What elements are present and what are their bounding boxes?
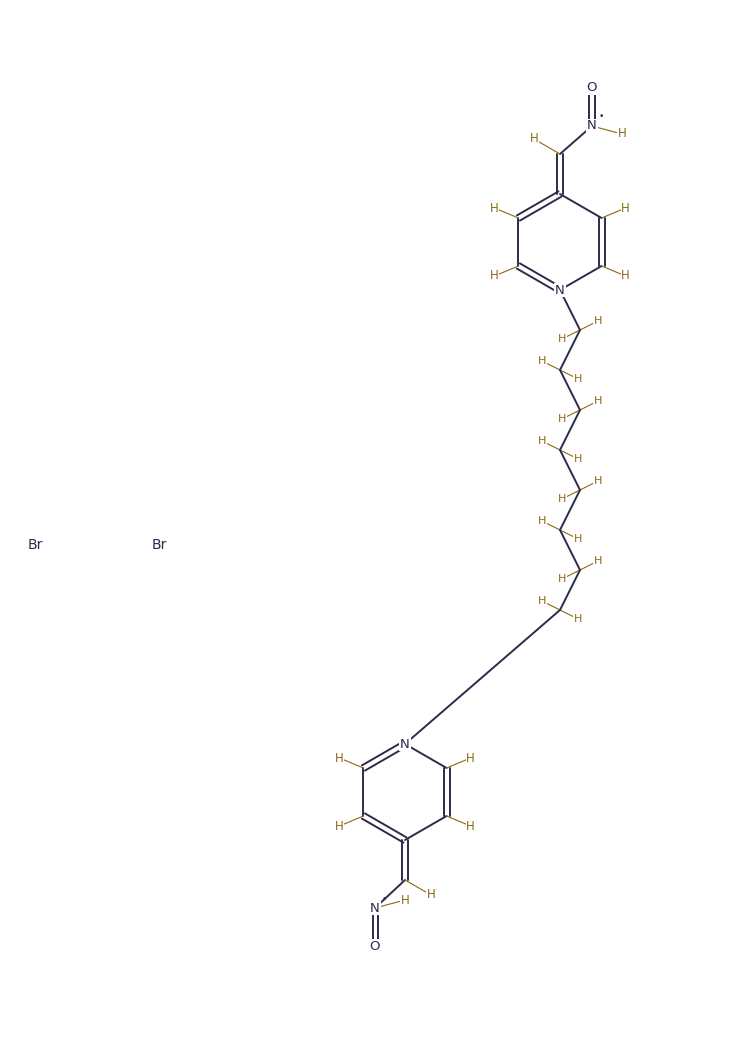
Text: H: H xyxy=(594,316,602,326)
Text: Br: Br xyxy=(28,538,43,552)
Text: H: H xyxy=(558,574,566,584)
Text: •: • xyxy=(381,894,387,904)
Text: H: H xyxy=(335,820,344,832)
Text: H: H xyxy=(594,556,602,566)
Text: Br: Br xyxy=(152,538,168,552)
Text: H: H xyxy=(594,476,602,486)
Text: H: H xyxy=(574,614,582,624)
Text: •: • xyxy=(598,112,604,121)
Text: N: N xyxy=(400,737,410,751)
Text: H: H xyxy=(490,269,499,283)
Text: H: H xyxy=(466,752,475,764)
Text: H: H xyxy=(401,893,410,907)
Text: H: H xyxy=(558,494,566,504)
Text: H: H xyxy=(538,596,546,606)
Text: H: H xyxy=(617,128,626,140)
Text: H: H xyxy=(594,396,602,406)
Text: H: H xyxy=(558,334,566,344)
Text: H: H xyxy=(538,356,546,366)
Text: H: H xyxy=(621,201,630,215)
Text: H: H xyxy=(490,201,499,215)
Text: H: H xyxy=(574,374,582,384)
Text: H: H xyxy=(538,436,546,446)
Text: H: H xyxy=(574,534,582,544)
Text: H: H xyxy=(538,516,546,526)
Text: O: O xyxy=(370,939,380,953)
Text: H: H xyxy=(466,820,475,832)
Text: H: H xyxy=(558,414,566,424)
Text: N: N xyxy=(555,284,565,296)
Text: H: H xyxy=(335,752,344,764)
Text: H: H xyxy=(427,889,436,901)
Text: H: H xyxy=(530,133,539,146)
Text: H: H xyxy=(574,454,582,464)
Text: N: N xyxy=(370,901,380,914)
Text: H: H xyxy=(621,269,630,283)
Text: O: O xyxy=(587,82,597,94)
Text: N: N xyxy=(587,119,597,133)
